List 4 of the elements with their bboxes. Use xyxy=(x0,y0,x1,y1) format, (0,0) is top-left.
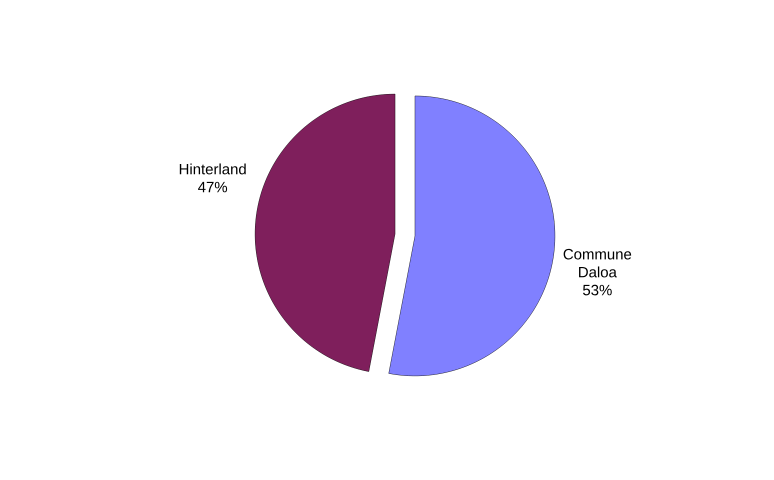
data-label: 53% xyxy=(582,284,612,296)
data-label: 47% xyxy=(198,182,228,192)
slice-label: Commune Daloa xyxy=(564,248,632,278)
slice-label: Hinterland xyxy=(180,163,246,174)
